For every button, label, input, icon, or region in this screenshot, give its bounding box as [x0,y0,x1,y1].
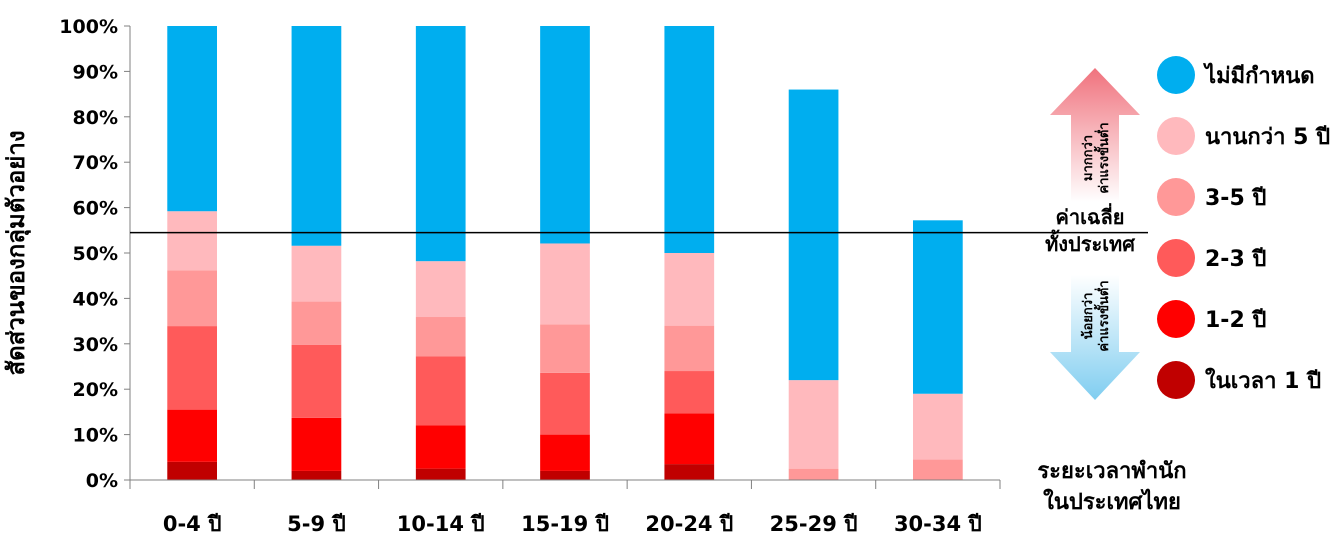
bar-segment [291,26,342,246]
y-tick-label: 40% [73,288,118,310]
reference-line-label: ทั้งประเทศ [1045,229,1136,256]
x-axis-title-line: ระยะเวลาพำนัก [1037,459,1186,484]
arrow-text-line: ค่าแรงขั้นต่ำ [1093,280,1112,351]
arrow-down-label: น้อยกว่า ค่าแรงขั้นต่ำ [1080,280,1112,351]
arrow-down-icon [1050,275,1140,400]
bar-segment [291,301,342,345]
bars [167,26,963,480]
x-axis-title-line: ในประเทศไทย [1043,488,1181,515]
bar-segment [415,468,466,480]
y-tick-label: 70% [73,152,118,174]
x-category-label: 10-14 ปี [397,512,485,536]
reference-line-group: ค่าเฉลี่ยทั้งประเทศ [130,202,1148,256]
bar-segment [291,344,342,418]
legend-label: 1-2 ปี [1205,308,1266,333]
y-tick-label: 100% [59,16,118,38]
y-tick-label: 10% [73,425,118,447]
bar-segment [167,270,217,327]
bar-segment [540,243,590,325]
y-axis-ticks: 0% 10% 20% 30% 40% 50% 60% 70% 80% 90% 100% [59,16,130,492]
minimum-wage-arrows: มากกว่า ค่าแรงขั้นต่ำน้อยกว่า ค่าแรงขั้นต่… [1050,68,1140,400]
y-tick-label: 0% [86,470,118,492]
legend-marker [1157,239,1195,277]
bar-segment [415,26,466,262]
bar-segment [664,26,715,253]
bar-segment [664,253,715,326]
arrow-up-label: มากกว่า ค่าแรงขั้นต่ำ [1081,122,1112,193]
bar-segment [664,371,715,414]
x-category-label: 15-19 ปี [521,512,609,536]
bar-segment [415,261,466,318]
bar-segment [788,89,839,381]
bar-segment [291,245,342,302]
legend-marker [1157,117,1195,155]
bar-segment [540,434,590,471]
y-tick-label: 80% [73,107,118,129]
y-tick-label: 90% [73,61,118,83]
bar-segment [540,26,590,244]
bar-segment [788,468,839,480]
bar-segment [664,325,715,372]
x-axis-categories: 0-4 ปี 5-9 ปี 10-14 ปี 15-19 ปี 20-24 ปี 25-2… [163,512,982,536]
legend-label: ในเวลา 1 ปี [1205,367,1321,394]
bar-segment [167,211,217,271]
arrow-text-line: น้อยกว่า [1080,293,1096,340]
bar-segment [415,317,466,357]
bar-segment [913,220,963,394]
bar-segment [167,461,217,480]
legend-label: นานกว่า 5 ปี [1205,125,1330,150]
legend-label: 3-5 ปี [1205,186,1266,211]
legend-label: ไม่มีกำหนด [1203,62,1315,89]
bar-segment [415,425,466,469]
y-tick-label: 30% [73,334,118,356]
bar-segment [167,409,217,462]
legend-marker [1157,178,1195,216]
arrow-up-icon [1050,68,1140,202]
legend-marker [1157,361,1195,399]
y-tick-label: 60% [73,198,118,220]
bar-segment [788,380,839,469]
x-category-label: 5-9 ปี [287,512,346,536]
arrow-text-line: ค่าแรงขั้นต่ำ [1093,122,1112,193]
bar-segment [540,372,590,435]
bar-segment [291,470,342,480]
x-category-label: 25-29 ปี [770,512,858,536]
legend-label: 2-3 ปี [1205,247,1266,272]
bar-segment [415,356,466,426]
legend-marker [1157,300,1195,338]
bar-segment [664,413,715,465]
bar-segment [540,324,590,373]
bar-segment [167,326,217,410]
reference-line-label: ค่าเฉลี่ย [1055,202,1124,229]
x-category-label: 20-24 ปี [645,512,733,536]
legend-marker [1157,56,1195,94]
arrow-text-line: มากกว่า [1081,135,1096,181]
bar-segment [913,393,963,460]
y-axis-label: สัดส่วนของกลุ่มตัวอย่าง [2,130,32,375]
bar-segment [664,464,715,480]
axes [129,26,1001,489]
y-tick-label: 20% [73,379,118,401]
bar-segment [291,417,342,471]
x-category-label: 30-34 ปี [894,512,982,536]
bar-segment [167,26,217,212]
bar-segment [913,459,963,480]
bar-segment [540,470,590,480]
y-tick-label: 50% [73,243,118,265]
x-category-label: 0-4 ปี [163,512,222,536]
